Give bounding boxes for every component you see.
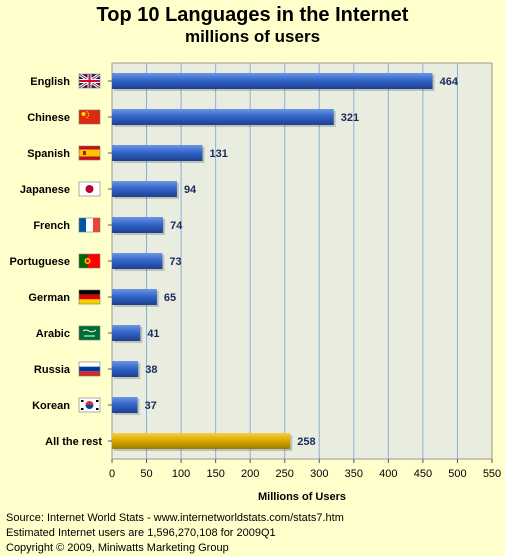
x-tick-label: 350 (345, 468, 363, 480)
category-label: All the rest (45, 436, 102, 448)
category-label: Japanese (20, 184, 70, 196)
korea-flag-icon (78, 397, 101, 413)
data-label: 131 (210, 148, 228, 160)
category-label: Arabic (36, 328, 70, 340)
data-label: 65 (164, 292, 176, 304)
france-flag-icon (78, 217, 101, 233)
x-axis-label: Millions of Users (258, 491, 346, 503)
x-tick-label: 450 (414, 468, 432, 480)
data-label: 321 (341, 112, 359, 124)
category-label: Korean (32, 400, 70, 412)
bar (112, 73, 433, 89)
bar (112, 217, 164, 233)
germany-flag-icon (78, 289, 101, 305)
x-tick-label: 0 (109, 468, 115, 480)
bar (112, 181, 177, 197)
japan-flag-icon (78, 181, 101, 197)
saudi-arabia-flag-icon (78, 325, 101, 341)
source-note: Source: Internet World Stats - www.inter… (6, 512, 344, 524)
category-label: German (28, 292, 70, 304)
x-tick-label: 250 (276, 468, 294, 480)
x-tick-label: 550 (483, 468, 501, 480)
x-tick-label: 100 (172, 468, 190, 480)
bar-chart: 0 50 100 150 200 250 300 350 400 450 500 550 Million… (9, 62, 501, 503)
data-label: 38 (145, 364, 157, 376)
chart-title: Top 10 Languages in the Internet (96, 4, 409, 26)
category-label: Portuguese (9, 256, 70, 268)
x-tick-label: 150 (206, 468, 224, 480)
bar-all-the-rest (112, 433, 291, 449)
data-label: 73 (169, 256, 181, 268)
bar (112, 253, 163, 269)
bar (112, 145, 203, 161)
category-label: Russia (34, 364, 71, 376)
spain-flag-icon (78, 145, 101, 161)
bar (112, 109, 334, 125)
category-label: Chinese (27, 112, 70, 124)
chart-subtitle: millions of users (184, 27, 321, 46)
bar (112, 325, 141, 341)
data-label: 258 (297, 436, 315, 448)
x-tick-label: 50 (140, 468, 152, 480)
uk-flag-icon (78, 72, 101, 90)
x-tick-label: 300 (310, 468, 328, 480)
x-tick-label: 500 (448, 468, 466, 480)
data-label: 94 (184, 184, 197, 196)
x-tick-label: 200 (241, 468, 259, 480)
bar (112, 361, 139, 377)
bar (112, 289, 157, 305)
portugal-flag-icon (78, 253, 101, 269)
category-label: French (33, 220, 70, 232)
data-label: 37 (145, 400, 157, 412)
russia-flag-icon (78, 361, 101, 377)
plot-area (111, 62, 493, 460)
data-label: 41 (147, 328, 159, 340)
bar (112, 397, 138, 413)
copyright-note: Copyright © 2009, Miniwatts Marketing Gr… (6, 542, 229, 554)
category-label: Spanish (27, 148, 70, 160)
estimate-note: Estimated Internet users are 1,596,270,1… (6, 527, 276, 539)
x-tick-label: 400 (379, 468, 397, 480)
category-label: English (30, 76, 70, 88)
data-label: 74 (170, 220, 183, 232)
data-label: 464 (440, 76, 459, 88)
china-flag-icon (78, 109, 101, 125)
